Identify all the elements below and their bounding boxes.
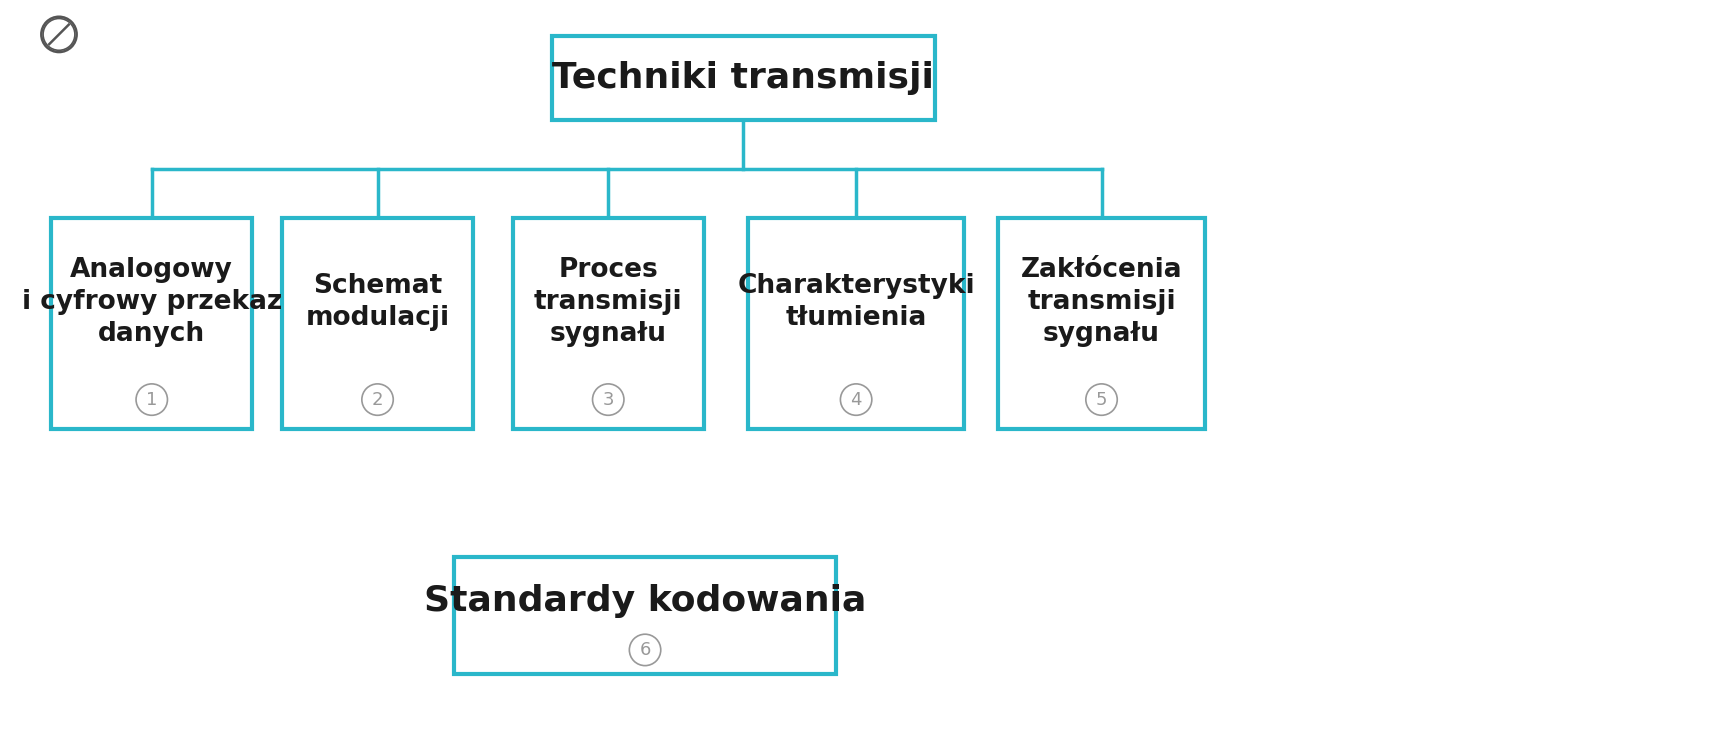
FancyBboxPatch shape [282,218,473,429]
FancyBboxPatch shape [748,218,965,429]
Text: 2: 2 [372,390,384,408]
FancyBboxPatch shape [52,218,253,429]
Text: Standardy kodowania: Standardy kodowania [423,584,867,618]
Ellipse shape [361,384,394,415]
FancyBboxPatch shape [454,556,836,674]
Ellipse shape [592,384,624,415]
Text: Analogowy
i cyfrowy przekaz
danych: Analogowy i cyfrowy przekaz danych [22,257,282,347]
Text: Techniki transmisji: Techniki transmisji [552,61,934,95]
Ellipse shape [41,17,77,52]
Text: Schemat
modulacji: Schemat modulacji [306,273,449,331]
Ellipse shape [136,384,167,415]
Ellipse shape [841,384,872,415]
Ellipse shape [630,634,660,666]
FancyBboxPatch shape [999,218,1204,429]
Text: Proces
transmisji
sygnału: Proces transmisji sygnału [533,257,683,347]
FancyBboxPatch shape [513,218,703,429]
Text: 3: 3 [602,390,614,408]
Text: Zakłócenia
transmisji
sygnału: Zakłócenia transmisji sygnału [1020,257,1182,347]
Text: Charakterystyki
tłumienia: Charakterystyki tłumienia [738,273,975,331]
Ellipse shape [1085,384,1118,415]
Text: 6: 6 [640,641,650,659]
Text: 1: 1 [146,390,158,408]
Text: 5: 5 [1096,390,1108,408]
Text: 4: 4 [850,390,862,408]
FancyBboxPatch shape [552,36,934,120]
Ellipse shape [43,18,76,51]
